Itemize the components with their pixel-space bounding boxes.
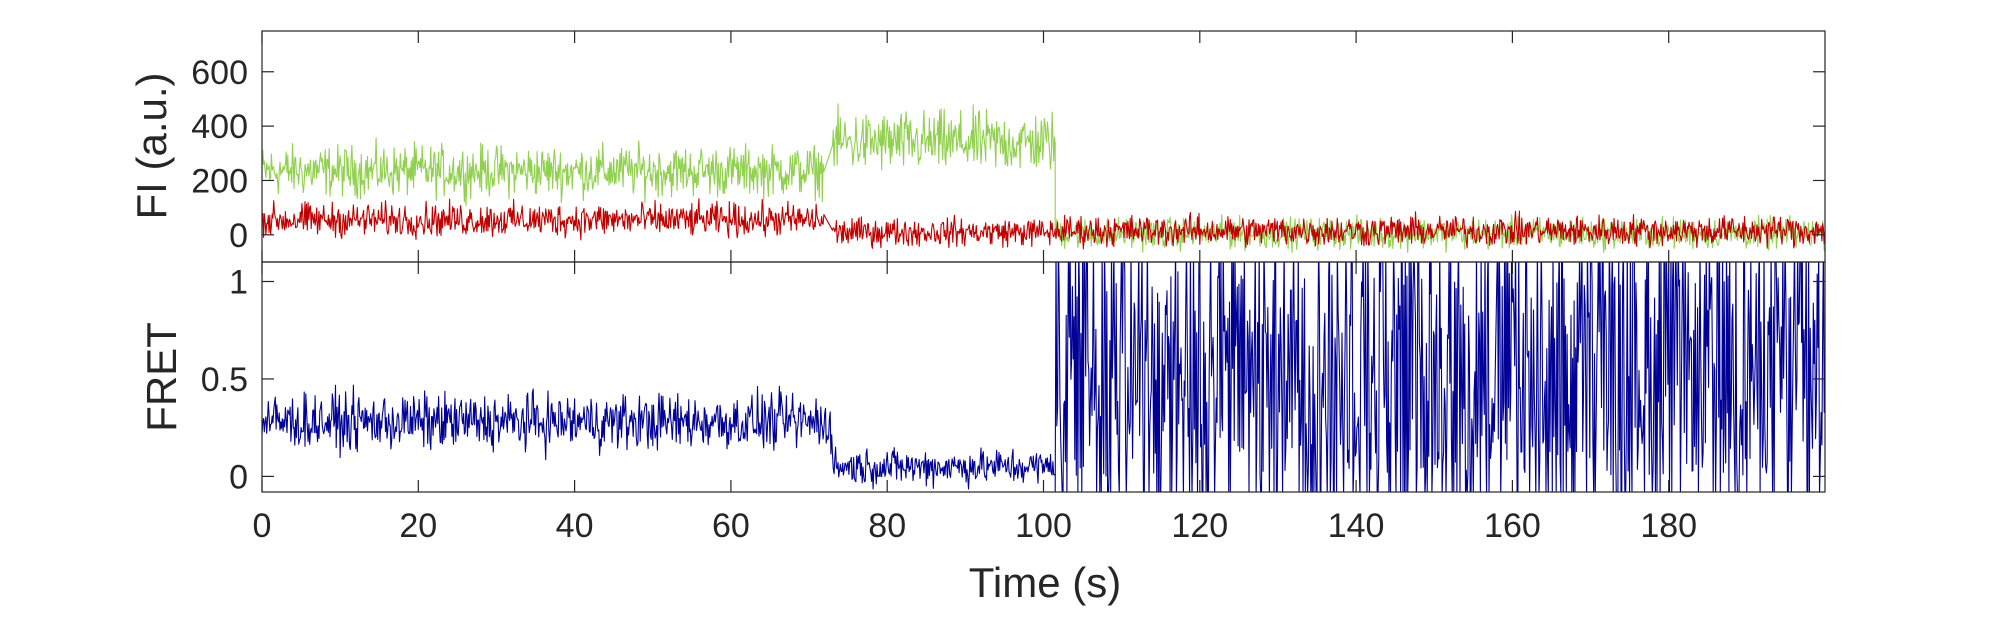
fluorescence-y-ticks: 0 200 400 600 xyxy=(191,31,1825,262)
fret-panel: 00.51 0 20 40 60 80 100 120 140 160 180 FRET Time… xyxy=(138,261,1826,606)
series-0-1-line xyxy=(262,198,1825,250)
fret-y-ticks: 00.51 xyxy=(201,263,1825,496)
y-tick-label: 1 xyxy=(229,263,248,301)
x-tick-label: 20 xyxy=(399,507,437,545)
time-x-axis-label: Time (s) xyxy=(969,559,1121,606)
x-tick-label: 160 xyxy=(1484,507,1541,545)
x-tick-label: 80 xyxy=(868,507,906,545)
y-tick-label: 0.5 xyxy=(201,361,248,399)
y-tick-label: 400 xyxy=(191,108,248,146)
series-1-0-line xyxy=(262,262,1825,492)
y-tick-label: 0 xyxy=(229,458,248,496)
y-tick-label: 600 xyxy=(191,54,248,92)
x-tick-label: 60 xyxy=(712,507,750,545)
fret-trace xyxy=(262,262,1825,492)
x-tick-label: 180 xyxy=(1640,507,1697,545)
fluorescence-panel: 0 200 400 600 FI (a.u.) xyxy=(128,30,1826,263)
fret-y-axis-label: FRET xyxy=(138,322,185,432)
x-tick-label: 140 xyxy=(1328,507,1385,545)
time-x-ticks: 0 20 40 60 80 100 120 140 160 180 xyxy=(253,262,1697,545)
fluorescence-y-axis-label: FI (a.u.) xyxy=(128,72,175,219)
y-tick-label: 0 xyxy=(229,217,248,255)
x-tick-label: 40 xyxy=(556,507,594,545)
x-tick-label: 120 xyxy=(1171,507,1228,545)
fluorescence-traces xyxy=(262,103,1825,254)
y-tick-label: 200 xyxy=(191,162,248,200)
x-tick-label: 0 xyxy=(253,507,272,545)
x-tick-label: 100 xyxy=(1015,507,1072,545)
